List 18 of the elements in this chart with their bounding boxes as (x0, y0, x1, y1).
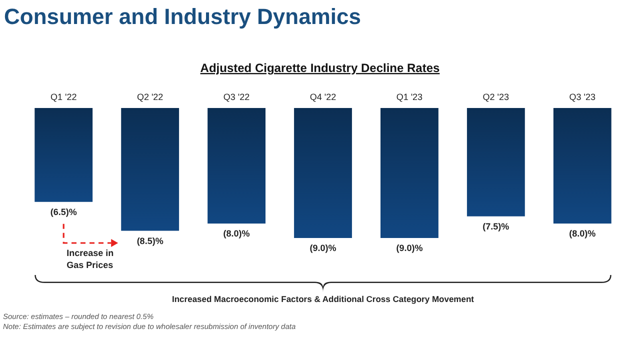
text: Increase in Gas Prices (66, 248, 114, 270)
chart-subtitle: Adjusted Cigarette Industry Decline Rates (200, 61, 440, 75)
x-tick-label: Q4 '22 (310, 92, 336, 102)
chart-title: Consumer and Industry Dynamics (4, 4, 361, 29)
x-tick-label: Q3 '22 (223, 92, 250, 102)
data-label: (6.5)% (50, 206, 77, 217)
x-tick-label: Q2 '23 (482, 92, 510, 102)
x-tick-label: Q1 '22 (50, 92, 77, 102)
x-tick-label: Q3 '23 (569, 92, 596, 102)
x-tick-label: Q2 '22 (136, 92, 164, 102)
text: Increased Macroeconomic Factors & Additional Cross Category Movement (172, 294, 474, 304)
data-label: (8.0)% (569, 228, 596, 239)
x-tick-label: Q1 '23 (396, 92, 423, 102)
data-label: (7.5)% (482, 221, 510, 232)
data-label: (9.0)% (310, 243, 336, 253)
data-label: (8.5)% (136, 236, 164, 246)
data-label: (9.0)% (396, 243, 423, 253)
data-label: (8.0)% (223, 228, 250, 239)
